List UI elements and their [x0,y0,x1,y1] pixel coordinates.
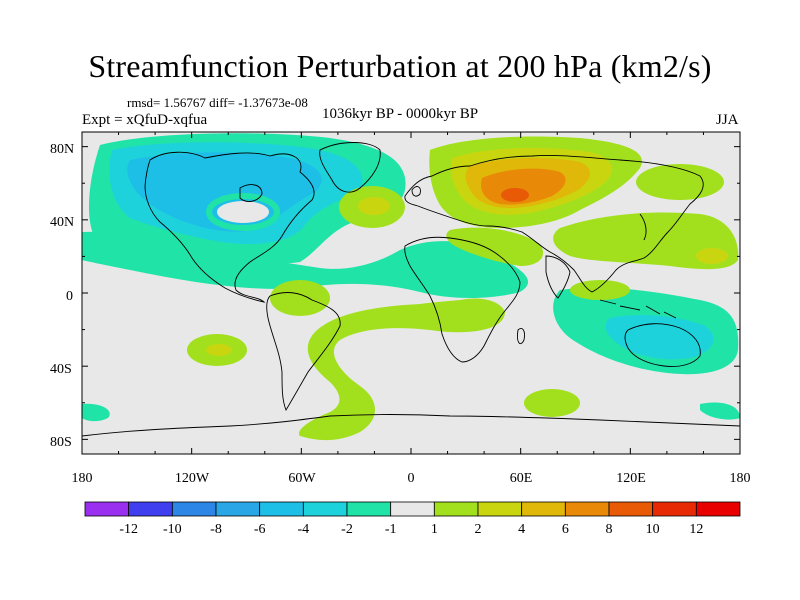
coast-indonesia [599,299,677,319]
colorbar-swatch [433,501,479,517]
colorbar [84,501,741,517]
hole-canada [217,201,269,223]
colorbar-label: -12 [119,522,138,537]
coast-uk [411,186,421,197]
colorbar-label: -8 [210,522,222,537]
coast-hudson [239,184,263,202]
negative-inner-north-america [127,152,322,232]
lon-label: 120W [175,471,210,486]
axis-ticks [81,132,741,454]
season-label: JJA [716,112,739,128]
colorbar-label: -10 [163,522,182,537]
lon-label: 60W [288,471,316,486]
lon-label: 120E [616,471,646,486]
colorbar-swatch [608,501,654,517]
positive-blob-east-pacific [270,280,330,316]
colorbar-swatch [477,501,523,517]
colorbar-swatch [652,501,697,517]
positive-band-east-asia [553,212,739,270]
colorbar-swatch [390,501,435,517]
colorbar-swatch [346,501,392,517]
contour-field [82,132,740,454]
chart-title: Streamfunction Perturbation at 200 hPa (… [88,48,712,84]
colorbar-swatch [259,501,304,517]
coast-africa [404,236,521,363]
lon-labels: 180 120W 60W 0 60E 120E 180 [72,471,751,486]
lat-label: 0 [66,289,73,304]
positive-blob-south-pacific-core [206,344,232,356]
positive-8-eurasia [501,188,529,202]
colorbar-label: 2 [475,522,482,537]
coast-australia [624,323,701,367]
coast-eurasia-europe [404,155,704,293]
lon-label: 0 [408,471,415,486]
coastlines [82,142,740,437]
coast-india [545,255,571,299]
negative-patch-south-east [700,402,740,420]
stats-line: rmsd= 1.56767 diff= -1.37673e-08 [127,95,308,110]
colorbar-label: 4 [518,522,525,537]
colorbar-swatch [128,501,173,517]
positive-blob-atlantic-core [358,197,390,215]
positive-band-south-atlantic [299,298,505,441]
lon-label: 180 [730,471,751,486]
colorbar-swatch [695,501,741,517]
colorbar-swatch [215,501,261,517]
lon-label: 60E [510,471,533,486]
coast-greenland [319,142,381,193]
experiment-label: Expt = xQfuD-xqfua [82,112,208,128]
negative-core-australia [605,315,714,360]
colorbar-label: 12 [689,522,703,537]
positive-blob-south-indian [524,389,580,417]
lat-label: 40S [50,362,72,377]
colorbar-label: 6 [562,522,569,537]
coast-south-america [266,292,341,412]
negative-band-atlantic [82,231,529,298]
colorbar-label: 8 [606,522,613,537]
colorbar-label: -2 [341,522,353,537]
colorbar-label: -6 [254,522,266,537]
positive-blob-indian [570,280,630,300]
positive-core-east-asia [696,248,728,264]
positive-band-africa-east [446,227,544,266]
colorbar-swatch [521,501,566,517]
lat-label: 80N [50,142,74,157]
coast-japan [639,213,647,241]
colorbar-label: -4 [297,522,309,537]
lon-label: 180 [72,471,93,486]
lat-label: 80S [50,435,72,450]
period-label: 1036kyr BP - 0000kyr BP [322,106,479,122]
colorbar-swatch [564,501,610,517]
colorbar-swatch [171,501,217,517]
positive-blob-siberia [636,164,724,200]
coast-north-america [144,151,315,303]
colorbar-label: 10 [646,522,660,537]
coast-madagascar [517,328,525,344]
colorbar-label: 1 [431,522,438,537]
negative-patch-south-pacific [82,403,110,422]
lat-labels: 80N 40N 0 40S 80S [50,142,74,450]
hole-canada-ring [206,193,280,231]
colorbar-labels: -12 -10 -8 -6 -4 -2 -1 1 2 4 6 8 10 12 [119,522,703,537]
colorbar-label: -1 [385,522,397,537]
colorbar-swatch [302,501,348,517]
lat-label: 40N [50,215,74,230]
colorbar-swatch [84,501,130,517]
coast-antarctica [82,414,740,437]
